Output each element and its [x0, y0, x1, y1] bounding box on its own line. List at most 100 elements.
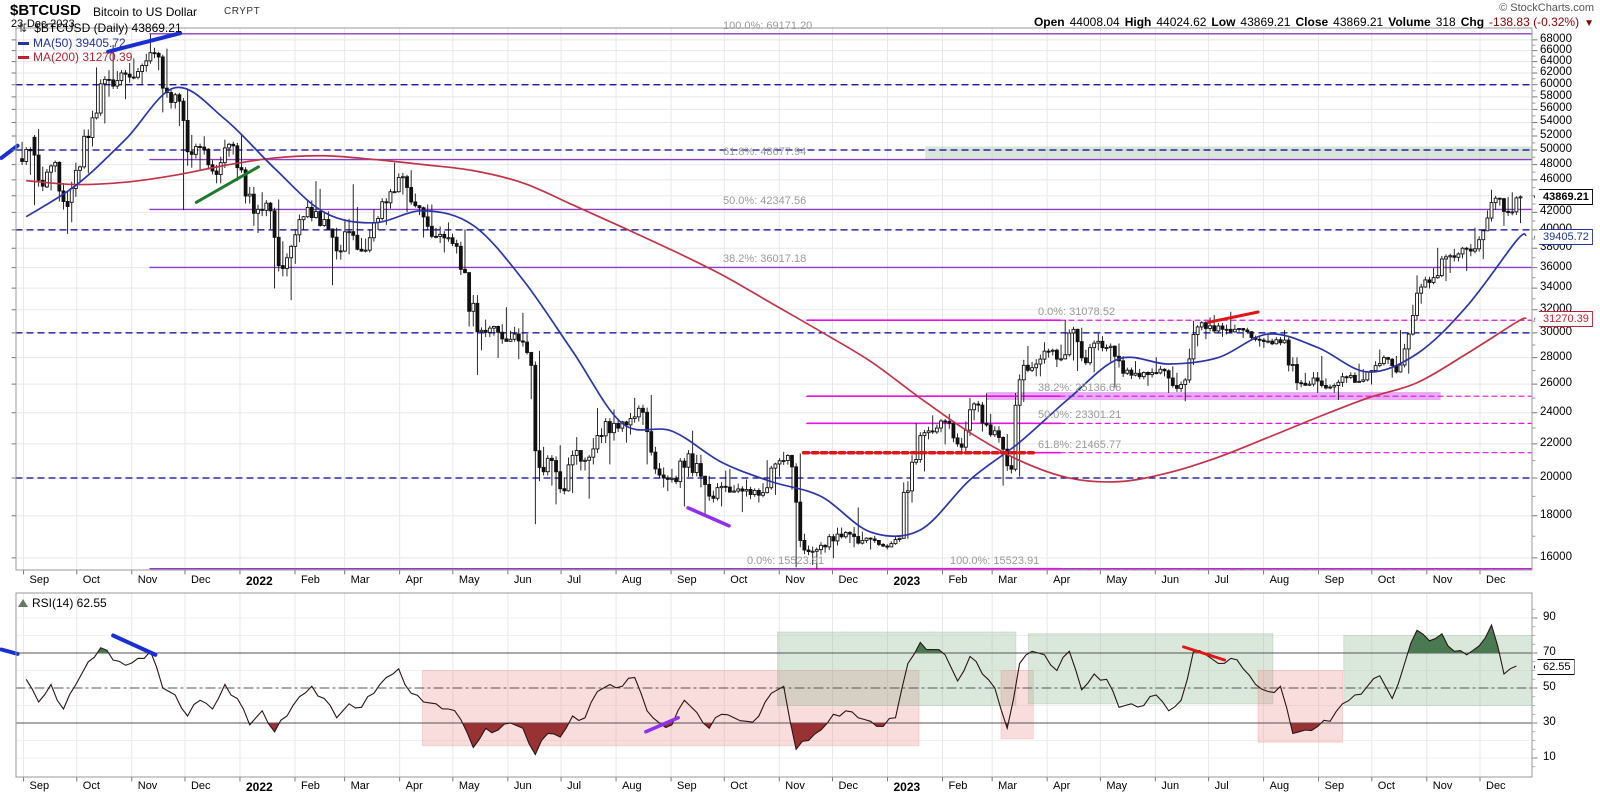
fib-upper-label: 100.0%: 69171.20	[723, 19, 813, 32]
candle-body	[1266, 340, 1270, 343]
rsi-line	[25, 623, 1517, 756]
price-axis-label: 64000	[1540, 54, 1572, 67]
candle-body	[955, 437, 960, 445]
candle-body	[794, 466, 799, 503]
candle-body	[516, 333, 521, 342]
trendline-annotation	[194, 165, 260, 204]
candle-body	[102, 78, 107, 85]
trendline-annotation	[106, 31, 183, 54]
candle-body	[500, 331, 505, 340]
fib-lower-label: 0.0%: 31078.52	[1038, 306, 1116, 319]
ma50-line	[25, 86, 1527, 538]
candle-body	[1477, 239, 1482, 250]
candle-body	[343, 231, 347, 252]
candle-body	[49, 165, 53, 173]
month-label-rsi: Oct	[1377, 780, 1395, 792]
candle-body	[591, 448, 596, 458]
candle-body	[1502, 198, 1506, 212]
month-label-rsi: Sep	[1324, 780, 1345, 792]
candle-body	[36, 154, 41, 181]
month-label-price: 2023	[893, 574, 921, 588]
price-legend-text: $BTCUSD (Daily) 43869.21	[34, 21, 182, 35]
price-axis-label: 30000	[1540, 325, 1572, 338]
candle-body	[1175, 385, 1179, 389]
candle-body	[1419, 286, 1424, 294]
chg-down-arrow-icon[interactable]: ▼	[1584, 18, 1594, 29]
ma50-value-tag[interactable]: 39405.72	[1534, 229, 1593, 245]
candle-body	[384, 201, 389, 204]
candle-body	[570, 454, 575, 466]
candle-body	[429, 225, 434, 237]
candle-body	[504, 338, 509, 342]
month-label-price: Apr	[1053, 574, 1071, 586]
ma200-value-tag[interactable]: 31270.39	[1534, 311, 1593, 327]
candle-body	[487, 327, 492, 333]
candle-body	[1137, 372, 1142, 378]
candle-body	[483, 329, 488, 333]
rsi-trendline-annotation	[111, 633, 158, 657]
candle-body	[562, 488, 567, 492]
month-label-price: May	[458, 574, 480, 586]
candle-body	[1125, 369, 1130, 374]
price-axis-label: 24000	[1540, 405, 1572, 418]
candle-body	[578, 450, 583, 462]
candle-body	[1373, 365, 1378, 372]
candle-body	[45, 171, 49, 188]
candle-body	[951, 422, 956, 439]
candle-body	[1158, 368, 1163, 374]
month-label-price: Sep	[677, 574, 697, 586]
candle-body	[367, 237, 372, 251]
rsi-value-tag[interactable]: 62.55	[1534, 659, 1575, 675]
candle-body	[694, 463, 699, 473]
month-label-rsi: Aug	[1269, 780, 1290, 792]
month-label-price: Jun	[513, 574, 532, 586]
candle-body	[1249, 331, 1254, 338]
candle-body	[674, 477, 678, 483]
candle-body	[984, 422, 989, 426]
candle-body	[881, 543, 885, 547]
indicator-area-icon[interactable]	[18, 599, 28, 607]
month-label-rsi: 2022	[245, 780, 273, 794]
candle-body	[777, 460, 782, 465]
candle-body	[1232, 328, 1237, 333]
candle-body	[1237, 328, 1241, 330]
candle-body	[943, 420, 948, 423]
rsi-legend-text: RSI(14) 62.55	[32, 596, 107, 610]
rsi-axis-label: 50	[1543, 681, 1556, 693]
price-axis-label: 42000	[1540, 205, 1572, 218]
candle-body	[1460, 247, 1465, 255]
candle-body	[1514, 197, 1519, 213]
candle-body	[1270, 340, 1275, 345]
rsi-axis-label: 70	[1543, 646, 1556, 658]
candle-body	[1179, 384, 1183, 389]
candle-body	[1489, 202, 1494, 219]
candle-body	[1386, 357, 1390, 360]
candle-body	[318, 211, 323, 226]
candle-body	[239, 167, 244, 171]
candle-body	[1228, 328, 1233, 333]
candle-body	[438, 233, 443, 237]
candle-body	[864, 537, 869, 541]
price-style-icon[interactable]: ⇅	[18, 22, 28, 35]
candle-body	[136, 71, 140, 78]
candle-body	[566, 464, 571, 492]
candle-body	[595, 435, 600, 450]
rsi-axis-label: 30	[1543, 716, 1556, 728]
price-axis-label: 18000	[1540, 508, 1572, 521]
price-axis-label: 34000	[1540, 281, 1572, 294]
candle-body	[405, 176, 409, 188]
candle-body	[1241, 328, 1246, 331]
quote-bar: Open 44008.04 High 44024.62 Low 43869.21…	[1034, 15, 1594, 29]
candle-body	[703, 475, 707, 485]
candle-body	[558, 471, 563, 490]
exchange-label: CRYPT	[224, 6, 261, 17]
candle-body	[421, 207, 426, 218]
candle-body	[1208, 325, 1212, 329]
candle-body	[351, 231, 356, 236]
candle-body	[1030, 367, 1034, 371]
last-price-tag[interactable]: 43869.21	[1534, 189, 1593, 205]
month-label-rsi: Jun	[1161, 780, 1180, 792]
price-annotations-layer	[0, 31, 1260, 528]
candle-body	[1390, 358, 1395, 366]
ticker-name: Bitcoin to US Dollar	[93, 5, 198, 19]
